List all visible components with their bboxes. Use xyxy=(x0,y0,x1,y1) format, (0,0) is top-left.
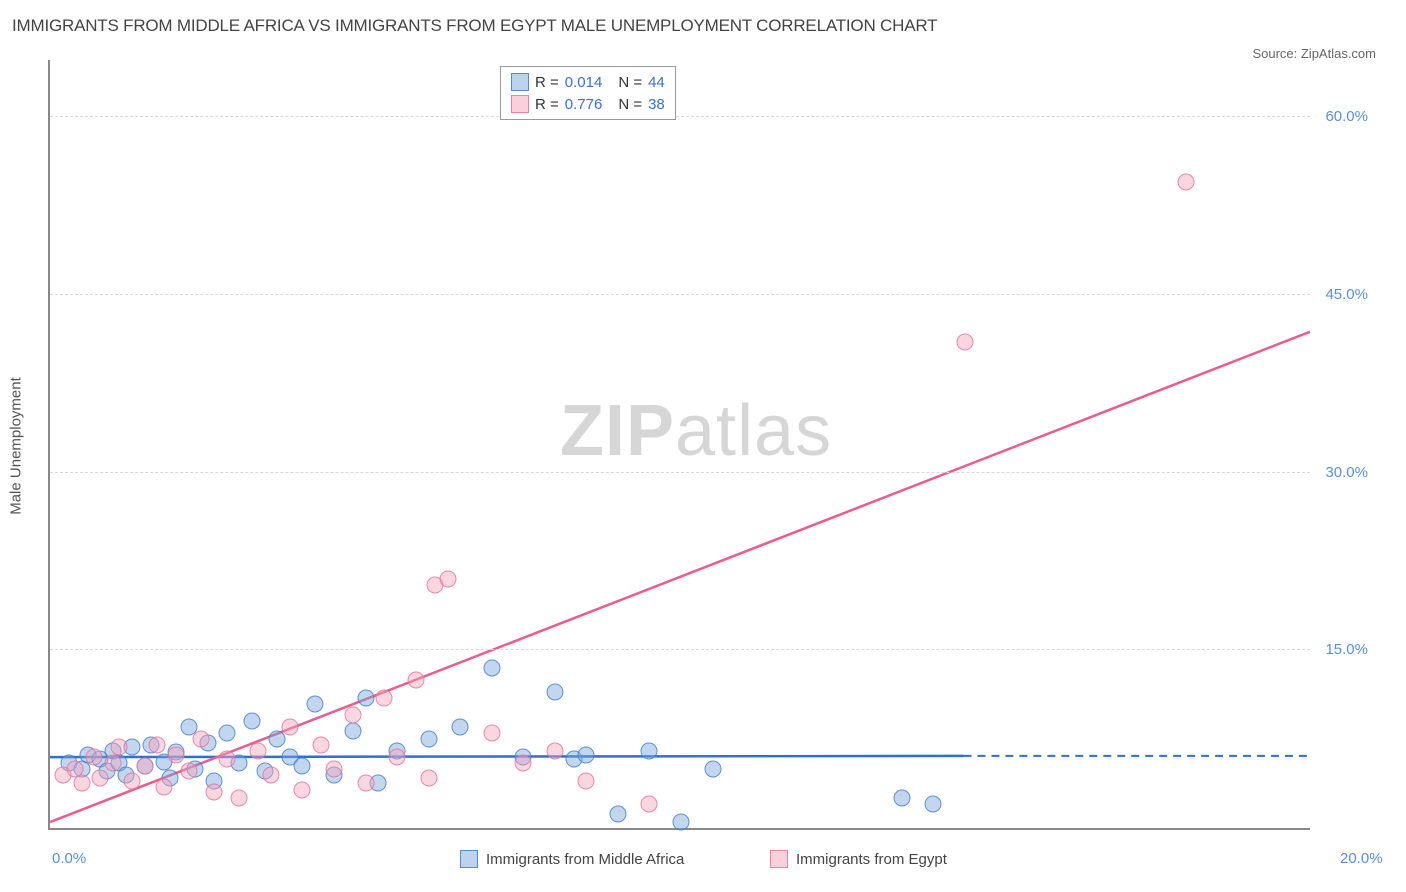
n-label: N = xyxy=(618,96,642,113)
data-point xyxy=(281,719,298,736)
trend-line xyxy=(50,332,1310,822)
legend-swatch-blue xyxy=(511,73,529,91)
watermark-rest: atlas xyxy=(675,391,832,471)
data-point xyxy=(376,689,393,706)
r-value: 0.014 xyxy=(565,74,603,91)
data-point xyxy=(294,782,311,799)
data-point xyxy=(578,746,595,763)
y-axis-label: Male Unemployment xyxy=(8,377,25,515)
data-point xyxy=(180,763,197,780)
data-point xyxy=(546,683,563,700)
grid-line xyxy=(50,649,1310,650)
y-tick-label: 30.0% xyxy=(1325,464,1368,481)
data-point xyxy=(325,760,342,777)
data-point xyxy=(124,772,141,789)
legend-label-2: Immigrants from Egypt xyxy=(796,851,947,868)
n-label: N = xyxy=(618,74,642,91)
grid-line xyxy=(50,294,1310,295)
data-point xyxy=(243,713,260,730)
legend-swatch-blue xyxy=(460,850,478,868)
data-point xyxy=(893,790,910,807)
data-point xyxy=(925,796,942,813)
plot-area: ZIPatlas 15.0%30.0%45.0%60.0% xyxy=(48,60,1310,830)
data-point xyxy=(439,571,456,588)
data-point xyxy=(262,766,279,783)
trend-line xyxy=(50,756,964,757)
grid-line xyxy=(50,116,1310,117)
data-point xyxy=(105,754,122,771)
data-point xyxy=(149,737,166,754)
data-point xyxy=(344,722,361,739)
x-tick-left: 0.0% xyxy=(52,850,86,867)
y-tick-label: 45.0% xyxy=(1325,286,1368,303)
data-point xyxy=(86,748,103,765)
data-point xyxy=(641,743,658,760)
data-point xyxy=(313,737,330,754)
data-point xyxy=(1177,174,1194,191)
data-point xyxy=(218,725,235,742)
data-point xyxy=(206,784,223,801)
n-value: 44 xyxy=(648,74,665,91)
watermark-bold: ZIP xyxy=(560,391,675,471)
data-point xyxy=(344,707,361,724)
data-point xyxy=(294,758,311,775)
data-point xyxy=(483,660,500,677)
data-point xyxy=(218,751,235,768)
chart-title: IMMIGRANTS FROM MIDDLE AFRICA VS IMMIGRA… xyxy=(12,16,937,36)
data-point xyxy=(956,334,973,351)
y-tick-label: 60.0% xyxy=(1325,108,1368,125)
data-point xyxy=(136,758,153,775)
source-label: Source: xyxy=(1252,46,1300,61)
data-point xyxy=(92,770,109,787)
data-point xyxy=(452,719,469,736)
grid-line xyxy=(50,472,1310,473)
data-point xyxy=(231,790,248,807)
data-point xyxy=(673,814,690,831)
legend-label-1: Immigrants from Middle Africa xyxy=(486,851,684,868)
data-point xyxy=(155,778,172,795)
x-tick-right: 20.0% xyxy=(1340,850,1383,867)
source-value: ZipAtlas.com xyxy=(1301,46,1376,61)
data-point xyxy=(420,731,437,748)
data-point xyxy=(73,775,90,792)
data-point xyxy=(546,743,563,760)
data-point xyxy=(578,772,595,789)
legend-swatch-pink xyxy=(511,95,529,113)
data-point xyxy=(420,770,437,787)
r-label: R = xyxy=(535,74,559,91)
data-point xyxy=(307,695,324,712)
data-point xyxy=(389,748,406,765)
n-value: 38 xyxy=(648,96,665,113)
watermark: ZIPatlas xyxy=(560,390,832,472)
data-point xyxy=(357,775,374,792)
data-point xyxy=(168,746,185,763)
legend-series-1: Immigrants from Middle Africa xyxy=(460,850,684,868)
y-tick-label: 15.0% xyxy=(1325,641,1368,658)
legend-stats-row: R = 0.014 N = 44 xyxy=(511,71,665,93)
data-point xyxy=(193,731,210,748)
legend-stats-box: R = 0.014 N = 44 R = 0.776 N = 38 xyxy=(500,66,676,120)
data-point xyxy=(641,796,658,813)
data-point xyxy=(609,805,626,822)
data-point xyxy=(407,671,424,688)
r-label: R = xyxy=(535,96,559,113)
legend-stats-row: R = 0.776 N = 38 xyxy=(511,93,665,115)
r-value: 0.776 xyxy=(565,96,603,113)
data-point xyxy=(704,760,721,777)
data-point xyxy=(515,754,532,771)
data-point xyxy=(111,739,128,756)
legend-series-2: Immigrants from Egypt xyxy=(770,850,947,868)
data-point xyxy=(483,725,500,742)
data-point xyxy=(250,743,267,760)
source-attribution: Source: ZipAtlas.com xyxy=(1252,46,1376,61)
data-point xyxy=(357,689,374,706)
legend-swatch-pink xyxy=(770,850,788,868)
trend-lines-svg xyxy=(50,60,1310,828)
